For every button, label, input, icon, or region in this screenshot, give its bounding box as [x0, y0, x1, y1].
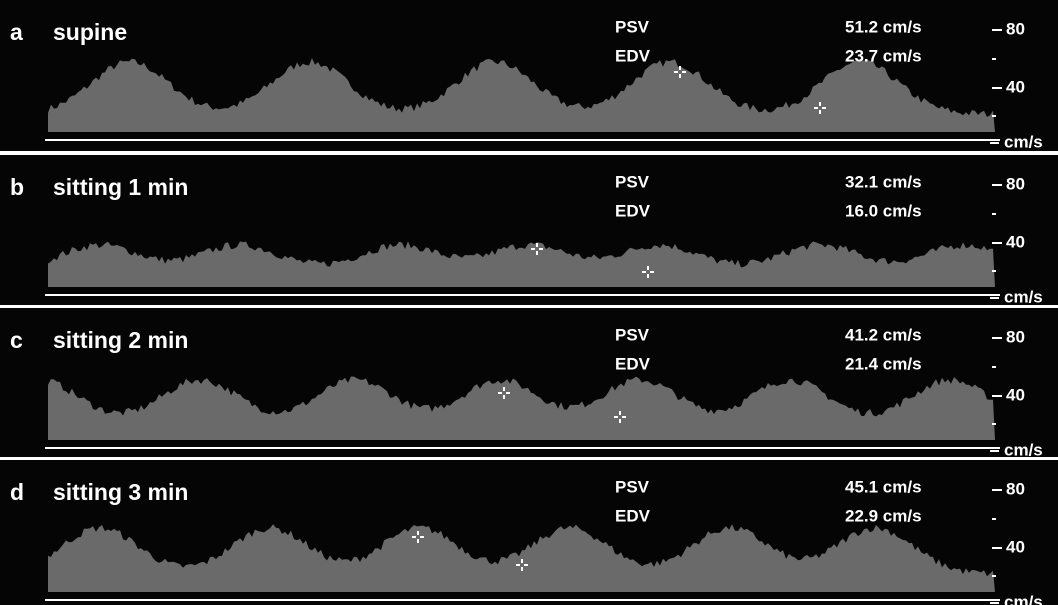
scale-label: 80 — [1006, 327, 1025, 346]
scale-label: 40 — [1006, 77, 1025, 96]
edv-value: 23.7 cm/s — [845, 46, 922, 65]
edv-value: 22.9 cm/s — [845, 506, 922, 525]
scale-label: 40 — [1006, 537, 1025, 556]
edv-value: 16.0 cm/s — [845, 201, 922, 220]
psv-label: PSV — [615, 17, 650, 36]
edv-label: EDV — [615, 201, 651, 220]
panel: b sitting 1 min PSV EDV 32.1 cm/s 16.0 cm/s 80… — [0, 155, 1058, 306]
psv-value: 32.1 cm/s — [845, 172, 922, 191]
panel-letter: c — [10, 327, 23, 353]
panel: d sitting 3 min PSV EDV 45.1 cm/s 22.9 cm/s 80… — [0, 460, 1058, 605]
scale-label: 40 — [1006, 232, 1025, 251]
scale-unit: cm/s — [1004, 592, 1043, 605]
panel: a supine PSV EDV 51.2 cm/s 23.7 cm/s 80 40 cm/s — [0, 0, 1058, 151]
edv-label: EDV — [615, 354, 651, 373]
psv-value: 51.2 cm/s — [845, 17, 922, 36]
psv-label: PSV — [615, 325, 650, 344]
condition-label: sitting 1 min — [53, 174, 188, 200]
doppler-figure: asupinePSVEDV51.2 cm/s23.7 cm/s8040cm/sb… — [0, 0, 1058, 605]
condition-label: sitting 3 min — [53, 479, 188, 505]
condition-label: supine — [53, 19, 127, 45]
panel-letter: b — [10, 174, 24, 200]
scale-label: 80 — [1006, 174, 1025, 193]
scale-label: 40 — [1006, 385, 1025, 404]
scale-label: 80 — [1006, 19, 1025, 38]
panel: c sitting 2 min PSV EDV 41.2 cm/s 21.4 cm/s 80… — [0, 308, 1058, 459]
scale-unit: cm/s — [1004, 287, 1043, 306]
edv-label: EDV — [615, 46, 651, 65]
scale-label: 80 — [1006, 479, 1025, 498]
scale-unit: cm/s — [1004, 132, 1043, 151]
edv-label: EDV — [615, 506, 651, 525]
psv-label: PSV — [615, 477, 650, 496]
panel-letter: d — [10, 479, 24, 505]
panel-letter: a — [10, 19, 23, 45]
psv-label: PSV — [615, 172, 650, 191]
condition-label: sitting 2 min — [53, 327, 188, 353]
psv-value: 45.1 cm/s — [845, 477, 922, 496]
scale-unit: cm/s — [1004, 440, 1043, 459]
psv-value: 41.2 cm/s — [845, 325, 922, 344]
edv-value: 21.4 cm/s — [845, 354, 922, 373]
